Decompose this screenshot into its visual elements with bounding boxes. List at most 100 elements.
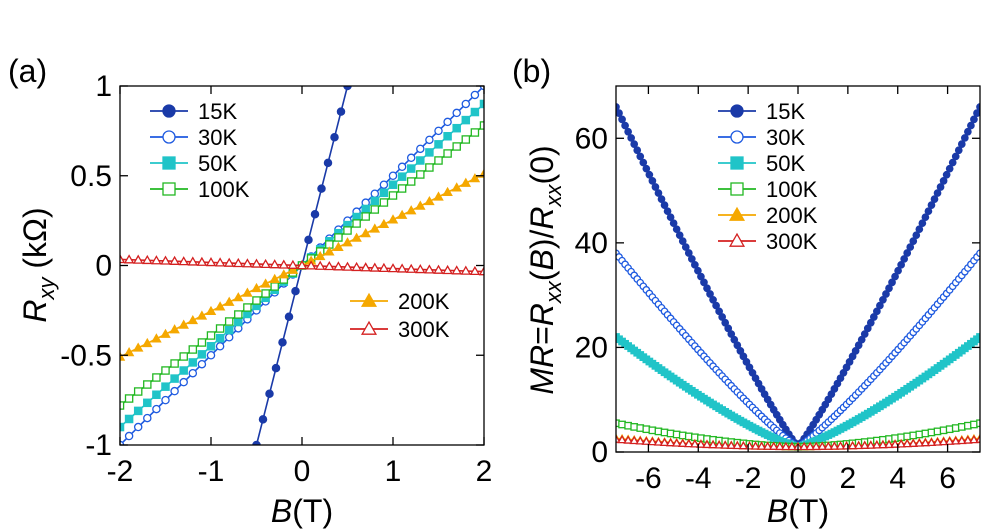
data-point-300k bbox=[817, 441, 828, 450]
data-point-15k bbox=[624, 127, 632, 136]
legend-label-100k: 100K bbox=[198, 177, 250, 202]
y-tick-label: 0 bbox=[95, 250, 112, 283]
data-point-15k bbox=[271, 363, 281, 373]
panel-a-ylabel: Rxy (kΩ) bbox=[17, 207, 59, 322]
data-point-15k bbox=[924, 207, 933, 216]
data-point-300k bbox=[787, 441, 797, 451]
legend-entry-15k: 15K bbox=[150, 99, 237, 124]
data-point-15k bbox=[621, 121, 629, 130]
data-point-100k bbox=[379, 198, 389, 207]
legend-entry-100k: 100K bbox=[150, 177, 250, 202]
data-point-100k bbox=[425, 163, 434, 172]
data-point-200k bbox=[469, 173, 481, 183]
x-tick-label: 0 bbox=[294, 455, 311, 488]
data-point-50k bbox=[224, 325, 234, 335]
data-point-30k bbox=[434, 126, 443, 136]
data-point-300k bbox=[774, 441, 785, 451]
data-point-300k bbox=[205, 256, 217, 267]
legend-label-300k: 300K bbox=[398, 317, 450, 342]
data-point-100k bbox=[434, 156, 443, 165]
data-point-300k bbox=[902, 438, 913, 448]
data-point-300k bbox=[120, 253, 126, 264]
data-point-300k bbox=[969, 434, 979, 444]
data-point-300k bbox=[160, 255, 171, 265]
panel-a-plot bbox=[119, 85, 485, 446]
data-point-50k bbox=[215, 333, 225, 343]
data-point-15k bbox=[894, 266, 902, 275]
data-point-30k bbox=[206, 350, 216, 360]
data-point-300k bbox=[938, 436, 949, 446]
data-point-300k bbox=[451, 265, 462, 275]
data-point-300k bbox=[768, 441, 779, 450]
data-point-300k bbox=[659, 437, 670, 446]
data-point-300k bbox=[433, 264, 444, 274]
data-point-15k bbox=[284, 312, 294, 322]
data-point-15k bbox=[942, 170, 951, 179]
legend-label-15k: 15K bbox=[198, 99, 237, 124]
series-300k bbox=[120, 253, 484, 276]
data-point-300k bbox=[269, 259, 280, 269]
legend-label-30k: 30K bbox=[198, 125, 237, 150]
data-point-200k bbox=[242, 287, 253, 297]
data-point-300k bbox=[956, 435, 967, 445]
data-point-300k bbox=[251, 258, 262, 268]
panel-b-plot bbox=[615, 85, 981, 453]
data-point-300k bbox=[378, 262, 390, 273]
data-point-15k bbox=[663, 207, 672, 216]
data-point-15k bbox=[712, 301, 720, 310]
data-point-15k bbox=[317, 184, 326, 193]
data-point-50k bbox=[434, 140, 443, 149]
data-point-50k bbox=[425, 148, 434, 157]
data-point-300k bbox=[781, 441, 791, 451]
data-point-15k bbox=[954, 146, 963, 155]
data-point-15k bbox=[657, 195, 666, 203]
data-point-15k bbox=[636, 152, 645, 161]
data-point-15k bbox=[973, 109, 980, 117]
data-point-300k bbox=[702, 439, 712, 449]
data-point-15k bbox=[970, 115, 978, 124]
data-point-200k bbox=[287, 264, 299, 274]
data-point-300k bbox=[132, 254, 144, 264]
y-axis-title: MR=Rxx(B)/Rxx(0) bbox=[524, 145, 566, 394]
data-point-50k bbox=[234, 317, 243, 327]
data-point-200k bbox=[351, 232, 362, 242]
data-point-30k bbox=[179, 377, 188, 387]
data-point-15k bbox=[703, 284, 711, 293]
x-tick-label: 6 bbox=[939, 462, 956, 495]
legend-label-200k: 200K bbox=[398, 289, 450, 314]
data-point-15k bbox=[666, 213, 675, 222]
data-point-15k bbox=[700, 278, 708, 287]
data-point-15k bbox=[616, 109, 623, 117]
data-point-300k bbox=[635, 436, 646, 445]
data-point-200k bbox=[233, 292, 244, 302]
data-point-100k bbox=[133, 387, 143, 396]
data-point-100k bbox=[397, 184, 407, 193]
a-plot-series bbox=[120, 86, 484, 445]
data-point-200k bbox=[151, 333, 162, 343]
data-point-300k bbox=[799, 441, 809, 451]
data-point-15k bbox=[900, 255, 909, 263]
data-point-100k bbox=[234, 310, 243, 319]
data-point-15k bbox=[945, 164, 954, 173]
data-point-100k bbox=[188, 345, 198, 354]
y-tick-label: 0.5 bbox=[70, 160, 112, 193]
data-point-15k bbox=[323, 158, 333, 168]
data-point-300k bbox=[178, 256, 189, 266]
data-point-300k bbox=[708, 439, 718, 449]
data-point-100k bbox=[243, 303, 252, 312]
data-point-30k bbox=[416, 144, 425, 154]
legend-marker-50k bbox=[162, 156, 176, 170]
data-point-15k bbox=[654, 189, 663, 197]
data-point-15k bbox=[967, 121, 975, 130]
x-tick-label: 1 bbox=[385, 455, 402, 488]
data-point-15k bbox=[672, 225, 681, 234]
legend-label-15k: 15K bbox=[766, 99, 805, 124]
data-point-30k bbox=[379, 180, 389, 189]
legend-label-50k: 50K bbox=[766, 151, 805, 176]
data-point-30k bbox=[443, 117, 452, 127]
data-point-15k bbox=[675, 231, 684, 240]
series-200k bbox=[120, 168, 484, 361]
data-point-300k bbox=[287, 259, 299, 269]
data-point-100k bbox=[197, 338, 207, 347]
